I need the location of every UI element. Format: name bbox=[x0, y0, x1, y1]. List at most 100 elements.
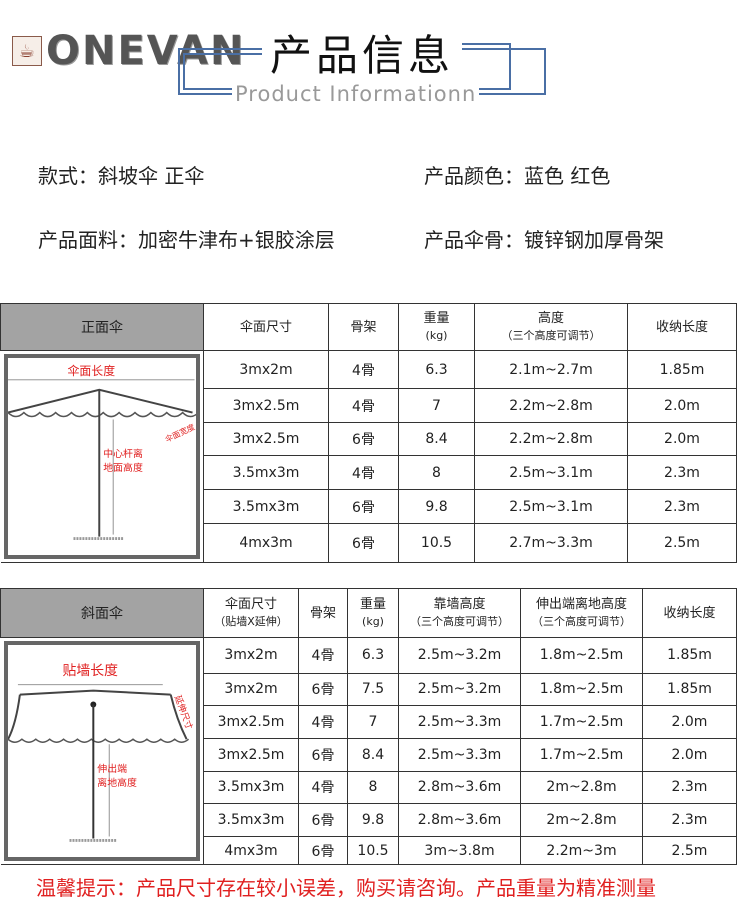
diagram-label: 中心杆离 bbox=[103, 447, 143, 460]
table-row: 伞面长度 中心杆离 地面高度 伞面宽度 3mx2m 4骨 6.3 2.1m~2.7m 1… bbox=[0, 349, 737, 564]
table-cell: 7 bbox=[347, 705, 399, 739]
col-header: 重量 (kg) bbox=[347, 588, 399, 638]
table-cell: 6.3 bbox=[347, 637, 399, 674]
table-cell: 8 bbox=[398, 455, 475, 491]
table-cell: 3.5mx3m bbox=[203, 803, 299, 837]
spec-table-slanted: 斜面伞 伞面尺寸 （贴墙X延伸） 骨架 重量 (kg) 靠墙高度 （三个高度可调节） … bbox=[0, 588, 737, 866]
table-row: 贴墙长度 伸出端 离地高度 延伸尺寸 3mx2m 4骨 6.3 2.5m~3.2m 1.… bbox=[0, 636, 737, 866]
table-cell: 2.5m bbox=[627, 523, 737, 564]
table-cell: 8.4 bbox=[347, 737, 399, 772]
table-cell: 3.5mx3m bbox=[203, 770, 299, 805]
table-cell: 4骨 bbox=[328, 455, 399, 491]
table-row: 3.5mx3m 6骨 9.8 2.5m~3.1m 2.3m bbox=[1, 489, 737, 525]
diagram-label: 伸出端 bbox=[97, 762, 127, 775]
table-cell: 9.8 bbox=[347, 803, 399, 837]
table-cell: 3m~3.8m bbox=[398, 835, 521, 866]
table-cell: 7.5 bbox=[347, 672, 399, 707]
frame-line bbox=[183, 53, 262, 90]
header-text: 重量 bbox=[359, 597, 386, 612]
table-cell: 2.0m bbox=[627, 388, 737, 424]
table-cell: 2.5m~3.1m bbox=[474, 455, 628, 491]
table-cell: 3mx2.5m bbox=[203, 422, 329, 457]
table-cell: 3.5mx3m bbox=[203, 455, 329, 491]
table-cell: 6.3 bbox=[398, 349, 475, 390]
frame-line bbox=[178, 48, 262, 95]
table-cell: 10.5 bbox=[398, 523, 475, 564]
table-cell: 2.5m~3.3m bbox=[398, 737, 521, 772]
diagram-cell: 贴墙长度 伸出端 离地高度 延伸尺寸 bbox=[0, 636, 204, 866]
table-cell: 2.5m~3.2m bbox=[398, 672, 521, 707]
table-cell: 6骨 bbox=[298, 672, 348, 707]
table-cell: 3mx2m bbox=[203, 672, 299, 707]
diagram-label: 贴墙长度 bbox=[62, 663, 118, 679]
diagram-label: 伞面宽度 bbox=[163, 422, 196, 444]
table-cell: 2.1m~2.7m bbox=[474, 349, 628, 390]
table-cell: 1.8m~2.5m bbox=[520, 672, 643, 707]
table-cell: 4骨 bbox=[298, 705, 348, 739]
table-cell: 2.0m bbox=[642, 705, 737, 739]
table-row: 3.5mx3m 6骨 9.8 2.8m~3.6m 2m~2.8m 2.3m bbox=[1, 803, 737, 837]
diagram-label: 伞面长度 bbox=[67, 364, 115, 378]
warm-tip: 温馨提示：产品尺寸存在较小误差，购买请咨询。产品重量为精准测量 bbox=[36, 876, 656, 900]
table-cell: 3mx2m bbox=[203, 349, 329, 390]
table-cell: 4骨 bbox=[328, 388, 399, 424]
table-cell: 2.3m bbox=[642, 803, 737, 837]
table-row: 3mx2.5m 6骨 8.4 2.5m~3.3m 1.7m~2.5m 2.0m bbox=[1, 737, 737, 772]
table-cell: 2.7m~3.3m bbox=[474, 523, 628, 564]
logo-text: ONEVAN bbox=[46, 28, 246, 74]
table-row: 4mx3m 6骨 10.5 2.7m~3.3m 2.5m bbox=[1, 523, 737, 564]
header-sub: （三个高度可调节） bbox=[532, 615, 631, 628]
table-cell: 2.3m bbox=[627, 489, 737, 525]
table-cell: 2m~2.8m bbox=[520, 803, 643, 837]
table-cell: 10.5 bbox=[347, 835, 399, 866]
col-header: 收纳长度 bbox=[642, 588, 737, 638]
table-cell: 2.2m~2.8m bbox=[474, 422, 628, 457]
table-cell: 4mx3m bbox=[203, 523, 329, 564]
header-sub: （三个高度可调节） bbox=[501, 329, 601, 342]
table-cell: 6骨 bbox=[328, 422, 399, 457]
header-text: 重量 bbox=[423, 311, 450, 326]
header-text: 伸出端离地高度 bbox=[535, 597, 627, 612]
table-cell: 3mx2.5m bbox=[203, 705, 299, 739]
brand-logo: ☕ ONEVAN bbox=[12, 28, 245, 74]
straight-umbrella-diagram: 伞面长度 中心杆离 地面高度 伞面宽度 bbox=[3, 354, 200, 560]
table-cell: 2.5m~3.2m bbox=[398, 637, 521, 674]
table-cell: 2.3m bbox=[627, 455, 737, 491]
table-row: 3.5mx3m 4骨 8 2.5m~3.1m 2.3m bbox=[1, 455, 737, 491]
header-sub: （贴墙X延伸） bbox=[214, 615, 288, 628]
table-cell: 6骨 bbox=[328, 489, 399, 525]
col-header: 高度 （三个高度可调节） bbox=[474, 303, 628, 351]
table-cell: 4骨 bbox=[328, 349, 399, 390]
table-cell: 3mx2m bbox=[203, 637, 299, 674]
table-cell: 4骨 bbox=[298, 770, 348, 805]
table-cell: 4mx3m bbox=[203, 835, 299, 866]
table-cell: 6骨 bbox=[298, 835, 348, 866]
frame-line bbox=[462, 48, 546, 95]
table-cell: 1.85m bbox=[642, 672, 737, 707]
table-cell: 3.5mx3m bbox=[203, 489, 329, 525]
table-cell: 2.2m~3m bbox=[520, 835, 643, 866]
col-header: 收纳长度 bbox=[627, 303, 737, 351]
col-header: 伞面尺寸 bbox=[203, 303, 329, 351]
col-header: 骨架 bbox=[328, 303, 399, 351]
page-title: 产品信息 bbox=[270, 31, 455, 80]
table-cell: 1.7m~2.5m bbox=[520, 737, 643, 772]
table-cell: 1.85m bbox=[627, 349, 737, 390]
header-sub: (kg) bbox=[425, 329, 448, 342]
table-cell: 3mx2.5m bbox=[203, 388, 329, 424]
table-cell: 1.85m bbox=[642, 637, 737, 674]
coffee-cup-icon: ☕ bbox=[12, 36, 42, 66]
table-cell: 6骨 bbox=[298, 737, 348, 772]
table-cell: 3mx2.5m bbox=[203, 737, 299, 772]
info-color: 产品颜色：蓝色 红色 bbox=[424, 164, 611, 188]
table-cell: 8 bbox=[347, 770, 399, 805]
table-cell: 4骨 bbox=[298, 637, 348, 674]
table-cell: 2.5m~3.1m bbox=[474, 489, 628, 525]
header-text: 伞面尺寸 bbox=[224, 597, 277, 612]
umbrella-icon: 贴墙长度 伸出端 离地高度 延伸尺寸 bbox=[6, 663, 195, 842]
table-cell: 2.8m~3.6m bbox=[398, 803, 521, 837]
diagram-cell: 伞面长度 中心杆离 地面高度 伞面宽度 bbox=[0, 349, 204, 564]
diagram-label: 地面高度 bbox=[103, 461, 143, 474]
table-cell: 6骨 bbox=[298, 803, 348, 837]
table-name: 正面伞 bbox=[0, 303, 204, 351]
